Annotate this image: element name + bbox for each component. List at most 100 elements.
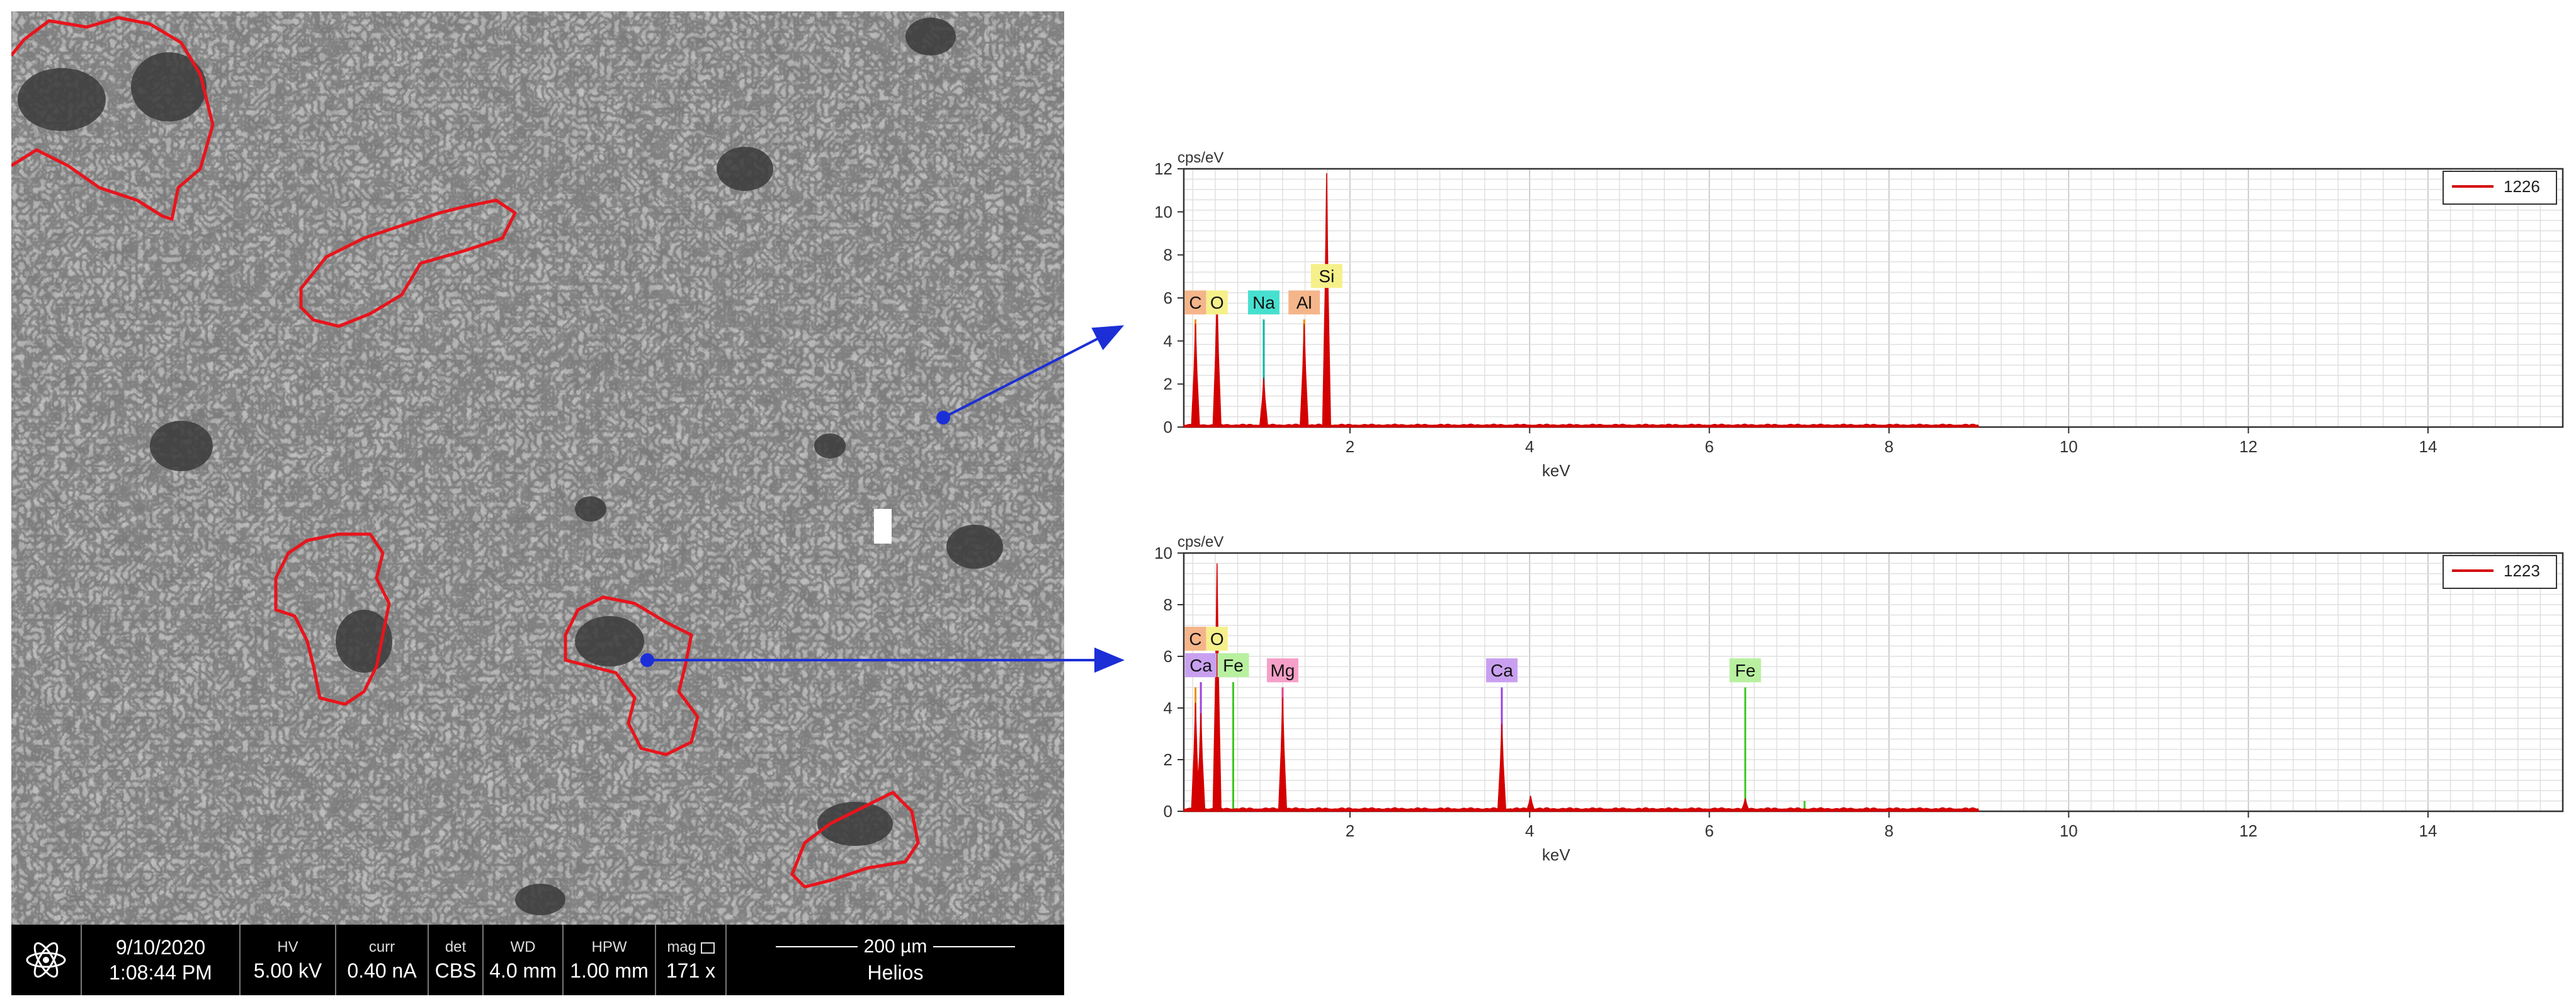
spectrum-2-axes: 2 4 6 8 10 12 14 0 2 4 6 8 10 cps/eV keV [1154,534,2564,864]
spectrum-peak [1259,377,1269,428]
element-label-box [1206,290,1228,315]
instrument-name: Helios [867,961,924,984]
region-outlines [11,16,920,889]
x-tick-label: 10 [2060,437,2078,456]
spectrum-baseline [1183,807,1980,812]
region-outline [564,595,700,756]
curr-cell: curr 0.40 nA [336,925,429,995]
element-label: Ca [1189,656,1212,675]
spectrum-1-labels: C O Na Al Si [1184,264,1342,315]
x-tick-label: 14 [2419,821,2437,840]
sem-image-canvas [11,11,1064,925]
element-label-box [1185,653,1217,677]
det-cell: det CBS [429,925,484,995]
date-value: 9/10/2020 [115,936,206,959]
y-tick-label: 2 [1164,750,1172,769]
x-tick-label: 4 [1525,437,1534,456]
mag-label-wrap: mag [667,937,715,958]
atom-logo [11,925,82,995]
x-tick-label: 12 [2239,821,2257,840]
spectrum-2-legend: 1223 [2443,555,2557,589]
spectrum-1: 2 4 6 8 10 12 14 0 2 4 6 8 10 12 cps/eV keV C O Na Al Si 12… [1127,145,2575,523]
x-tick-label: 8 [1885,821,1893,840]
y-tick-label: 2 [1164,375,1172,394]
element-label: Fe [1735,661,1756,680]
region-outline [274,532,391,706]
legend-entry: 1223 [2504,561,2540,580]
y-tick-label: 6 [1164,288,1172,307]
hpw-label: HPW [591,939,627,956]
spectrum-1-grid [1184,168,2563,428]
y-tick-label: 8 [1164,595,1172,614]
element-label-box [1288,290,1320,315]
element-label-box [1266,658,1298,683]
element-label-box [1486,658,1518,683]
y-tick-label: 0 [1164,418,1172,437]
element-label: Na [1252,293,1275,312]
element-label: O [1210,629,1224,649]
element-label: C [1189,293,1201,312]
spectrum-peak [1526,796,1536,812]
element-label-box [1217,653,1249,677]
spectrum-2-grid [1184,552,2563,812]
mag-box-icon [700,942,715,954]
sem-info-bar: 9/10/2020 1:08:44 PM HV 5.00 kV curr 0.4… [11,925,1064,995]
atom-icon [26,942,66,978]
x-tick-label: 6 [1705,437,1713,456]
sem-micrograph [11,11,1064,925]
x-tick-label: 10 [2060,821,2078,840]
y-tick-label: 4 [1164,699,1172,717]
element-label-box [1310,264,1342,288]
element-label: Ca [1490,661,1513,680]
element-label: O [1210,293,1224,312]
det-value: CBS [434,959,477,982]
element-label: Fe [1223,656,1244,675]
wd-label: WD [510,939,536,956]
spectrum-1-axes: 2 4 6 8 10 12 14 0 2 4 6 8 10 12 cps/eV keV [1154,149,2564,480]
curr-label: curr [368,939,395,956]
spectrum-peak [1497,723,1507,812]
arrow-to-spectrum-1 [943,325,1125,419]
hv-cell: HV 5.00 kV [241,925,336,995]
wd-cell: WD 4.0 mm [484,925,564,995]
spectrum-peak [1191,323,1200,428]
x-axis-label: keV [1542,461,1570,480]
spectrum-peak [1212,563,1222,812]
mag-value: 171 x [666,959,716,982]
spectrum-peak [1299,323,1309,428]
hv-label: HV [277,939,298,956]
spectrum-1-legend: 1226 [2443,171,2557,205]
region-outline [11,16,215,221]
y-axis-label: cps/eV [1177,149,1223,166]
y-axis-label: cps/eV [1177,534,1223,551]
spectrum-peak [1322,173,1332,428]
spectrum-2-series [1183,563,1980,812]
element-label: C [1189,629,1201,649]
hpw-cell: HPW 1.00 mm [564,925,656,995]
legend-entry: 1226 [2504,177,2540,196]
x-tick-label: 14 [2419,437,2437,456]
spectrum-peak [1278,697,1288,812]
plot-frame [1183,552,2564,813]
y-tick-label: 8 [1164,246,1172,265]
spectrum-1-chart: 2 4 6 8 10 12 14 0 2 4 6 8 10 12 cps/eV keV C O Na Al Si 12… [1154,149,2564,480]
element-label-box [1247,290,1279,315]
y-tick-label: 6 [1164,647,1172,666]
spectrum-peak [1740,798,1750,812]
y-tick-label: 4 [1164,331,1172,350]
plot-frame [1183,168,2564,428]
date-cell: 9/10/2020 1:08:44 PM [82,925,241,995]
x-tick-label: 6 [1705,821,1713,840]
spectrum-1-series [1183,173,1980,428]
scale-line-left [775,945,858,947]
element-label: Al [1297,293,1312,312]
wd-value: 4.0 mm [489,959,557,982]
spectrum-baseline [1183,423,1980,428]
x-tick-label: 4 [1525,821,1534,840]
element-label: Si [1319,266,1334,286]
hv-value: 5.00 kV [253,959,322,982]
element-label-box [1184,627,1206,651]
